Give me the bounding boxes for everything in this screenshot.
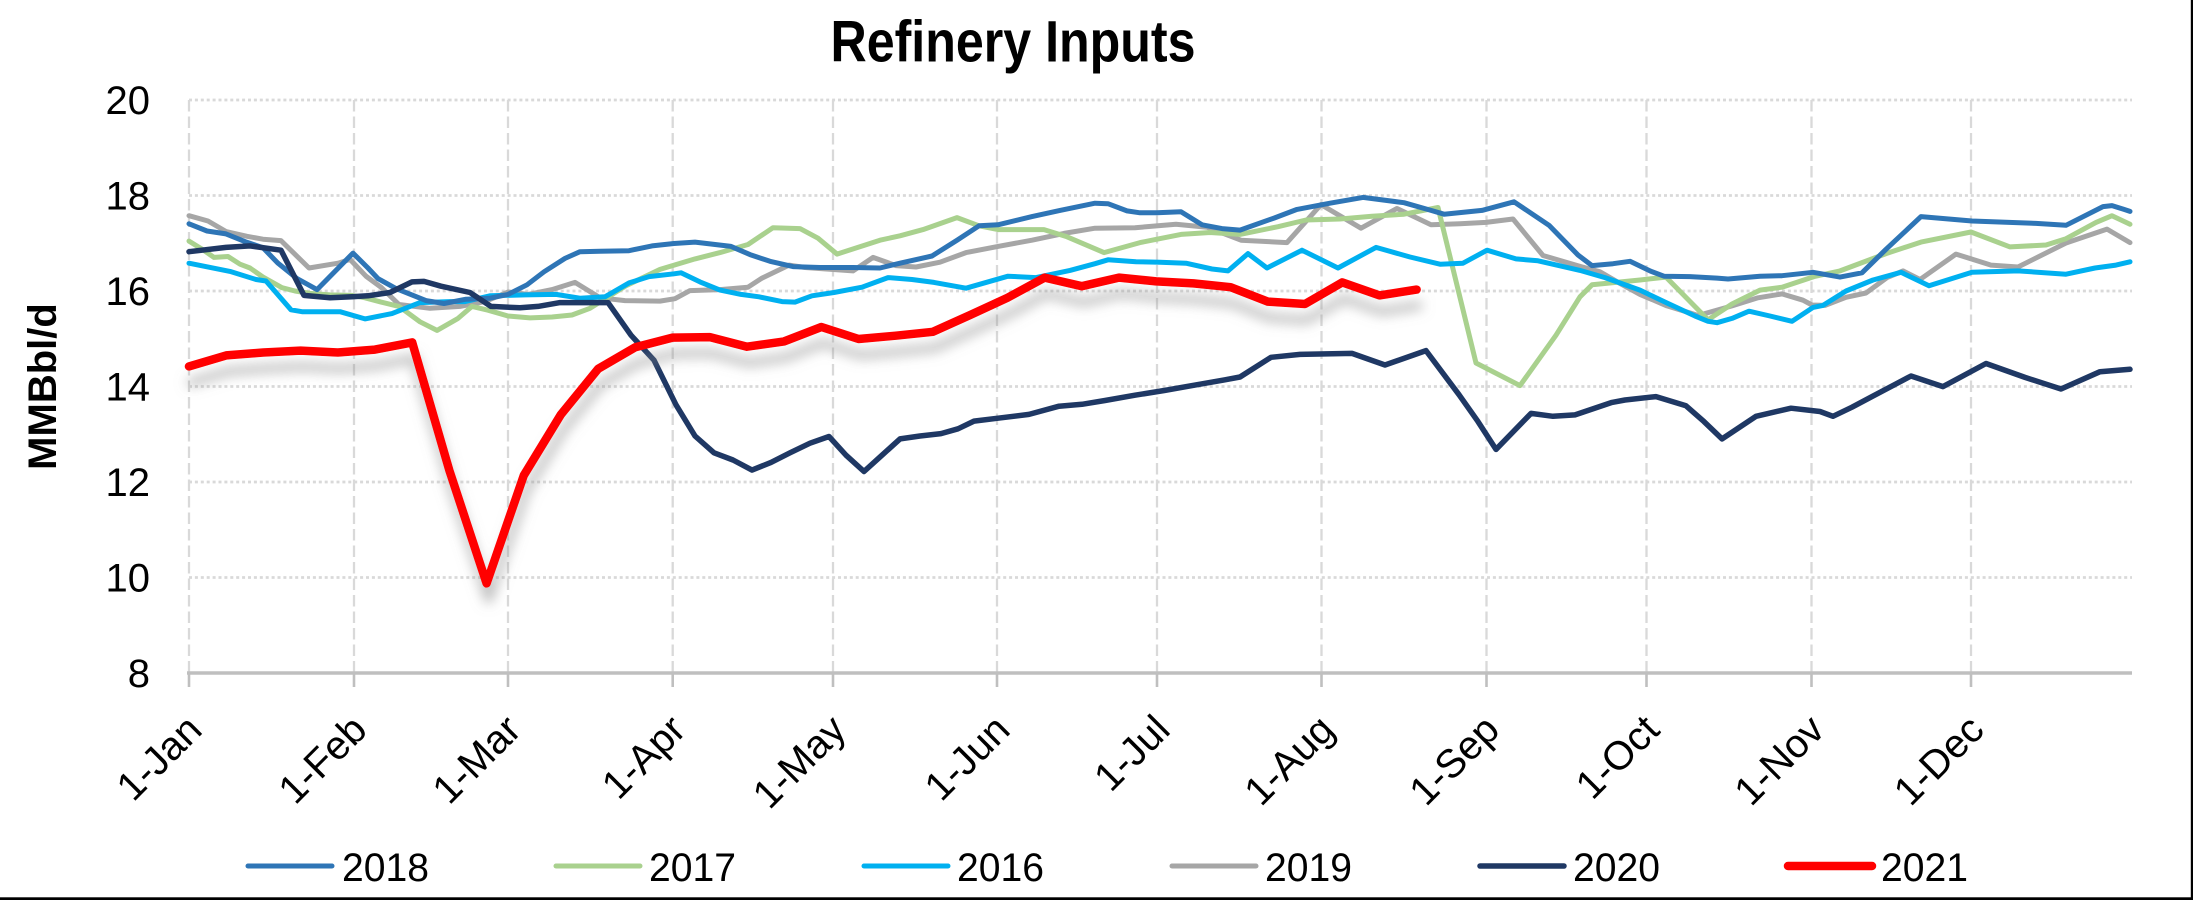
svg-text:MMBbl/d: MMBbl/d — [21, 303, 65, 470]
svg-text:2019: 2019 — [1265, 846, 1352, 890]
svg-text:Refinery Inputs: Refinery Inputs — [831, 10, 1196, 75]
svg-text:2020: 2020 — [1573, 846, 1660, 890]
svg-text:18: 18 — [106, 175, 151, 219]
svg-text:2017: 2017 — [649, 846, 736, 890]
svg-text:2021: 2021 — [1881, 846, 1968, 890]
svg-text:2018: 2018 — [342, 846, 429, 890]
svg-text:16: 16 — [106, 270, 151, 314]
svg-text:12: 12 — [106, 461, 151, 505]
svg-text:8: 8 — [128, 652, 150, 696]
svg-text:14: 14 — [106, 366, 151, 410]
svg-text:20: 20 — [106, 79, 151, 123]
svg-text:2016: 2016 — [957, 846, 1044, 890]
svg-text:10: 10 — [106, 557, 151, 601]
